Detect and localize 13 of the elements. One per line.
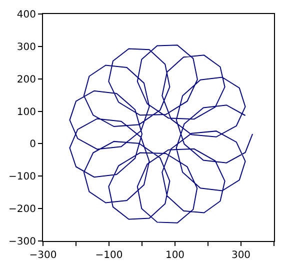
y-tick-label: −300 [8, 236, 36, 248]
y-tick-label: 400 [16, 10, 36, 20]
x-tick-label: 100 [165, 250, 185, 261]
y-tick-label: 0 [30, 139, 36, 150]
y-tick-label: 100 [16, 106, 36, 118]
y-tick-label: −100 [8, 172, 36, 183]
y-tick-label: 300 [16, 42, 36, 53]
x-tick-label: −100 [95, 250, 123, 261]
y-tick-label: −200 [8, 204, 36, 216]
line-series [69, 44, 254, 224]
x-tick-label: −300 [29, 250, 57, 261]
x-tick-label: 300 [231, 250, 251, 261]
y-tick-label: 200 [16, 74, 36, 86]
